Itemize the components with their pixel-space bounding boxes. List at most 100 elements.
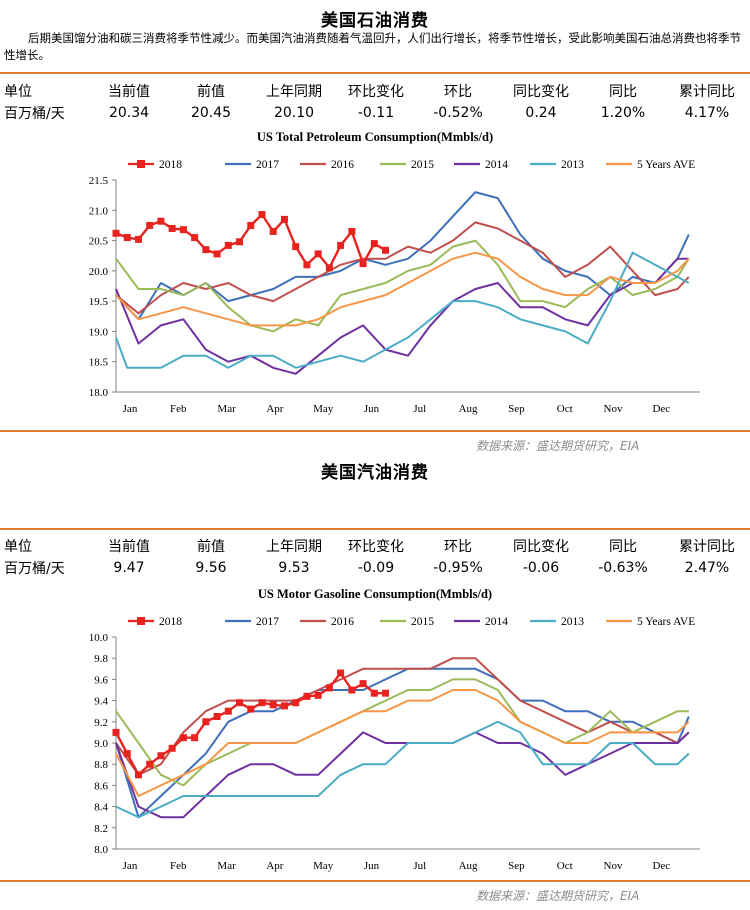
data-point bbox=[146, 221, 154, 229]
y-tick-label: 8.6 bbox=[94, 780, 108, 792]
divider bbox=[0, 72, 750, 74]
legend-marker bbox=[137, 617, 145, 625]
data-source: 数据来源：盛达期货研究，EIA bbox=[476, 889, 640, 903]
data-point bbox=[123, 234, 131, 242]
data-point bbox=[247, 705, 255, 713]
y-tick-label: 18.0 bbox=[89, 387, 109, 399]
series-line bbox=[115, 678, 689, 787]
series-line bbox=[115, 731, 690, 819]
legend-item: 2016 bbox=[300, 616, 354, 628]
y-tick-label: 19.0 bbox=[89, 326, 109, 338]
legend-item: 2015 bbox=[380, 159, 434, 171]
data-point bbox=[157, 217, 165, 225]
data-point bbox=[202, 246, 210, 254]
data-point bbox=[213, 713, 221, 720]
y-tick-label: 9.4 bbox=[94, 696, 108, 708]
x-tick-label: Nov bbox=[604, 403, 623, 415]
legend-label: 2017 bbox=[256, 616, 279, 628]
x-tick-label: Apr bbox=[266, 403, 283, 415]
section-title: 美国汽油消费 bbox=[321, 463, 429, 483]
header-cell: 上年同期 bbox=[266, 539, 322, 555]
data-point bbox=[280, 215, 288, 223]
y-tick-label: 21.0 bbox=[89, 205, 109, 217]
y-tick-label: 10.0 bbox=[89, 632, 109, 644]
x-tick-label: Apr bbox=[266, 860, 283, 872]
data-point bbox=[191, 734, 199, 742]
data-point bbox=[123, 750, 131, 758]
stats-header-row: 单位 当前值 前值 上年同期 环比变化 环比 同比变化 同比 累计同比 bbox=[0, 535, 750, 557]
data-point bbox=[337, 669, 345, 677]
legend-item: 2013 bbox=[530, 159, 584, 171]
x-tick-label: May bbox=[313, 860, 334, 872]
y-tick-label: 9.0 bbox=[94, 738, 108, 750]
header-cell: 当前值 bbox=[108, 84, 150, 100]
header-cell: 环比 bbox=[444, 539, 472, 555]
data-point bbox=[280, 702, 288, 710]
stats-header-row: 单位 当前值 前值 上年同期 环比变化 环比 同比变化 同比 累计同比 bbox=[0, 80, 750, 102]
header-cell: 当前值 bbox=[108, 539, 150, 555]
value-cell: 2.47% bbox=[684, 560, 730, 576]
series-line bbox=[115, 221, 690, 315]
data-point bbox=[292, 243, 300, 251]
x-tick-label: Aug bbox=[459, 403, 478, 415]
header-cell: 前值 bbox=[197, 84, 225, 100]
y-tick-label: 8.2 bbox=[94, 823, 108, 835]
y-tick-label: 18.5 bbox=[89, 357, 109, 369]
legend-label: 2018 bbox=[159, 616, 182, 628]
series-line bbox=[115, 257, 689, 375]
header-cell: 同比 bbox=[609, 84, 637, 100]
y-tick-label: 9.8 bbox=[94, 653, 108, 665]
value-cell: 20.45 bbox=[190, 105, 232, 121]
petroleum-chart: US Total Petroleum Consumption(Mmbls/d) 2… bbox=[89, 130, 700, 415]
series-line bbox=[115, 251, 690, 369]
legend-item: 2017 bbox=[225, 159, 279, 171]
value-cell: 9.47 bbox=[113, 560, 145, 576]
series-line bbox=[115, 251, 690, 327]
x-tick-label: Dec bbox=[652, 860, 670, 872]
data-point bbox=[191, 234, 199, 242]
x-tick-label: Jun bbox=[364, 860, 380, 872]
y-tick-label: 20.0 bbox=[89, 266, 109, 278]
y-tick-label: 21.5 bbox=[89, 175, 109, 187]
header-cell: 同比 bbox=[609, 539, 637, 555]
header-cell: 环比变化 bbox=[348, 539, 404, 555]
y-tick-label: 19.5 bbox=[89, 296, 109, 308]
data-point bbox=[134, 235, 142, 243]
data-point bbox=[314, 691, 322, 699]
divider bbox=[0, 880, 750, 882]
legend-item: 2016 bbox=[300, 159, 354, 171]
x-tick-label: Sep bbox=[508, 860, 525, 872]
legend-marker bbox=[137, 160, 145, 168]
data-point bbox=[247, 221, 255, 229]
data-point bbox=[382, 689, 390, 697]
data-point bbox=[337, 241, 345, 249]
x-tick-label: Jul bbox=[413, 860, 426, 872]
header-cell: 同比变化 bbox=[513, 539, 569, 555]
header-cell: 上年同期 bbox=[266, 84, 322, 100]
value-cell: 9.56 bbox=[195, 560, 227, 576]
data-point bbox=[236, 238, 244, 246]
stats-table: 单位 当前值 前值 上年同期 环比变化 环比 同比变化 同比 累计同比 百万桶/… bbox=[0, 80, 750, 124]
x-tick-label: Jun bbox=[364, 403, 380, 415]
x-tick-label: Feb bbox=[170, 860, 187, 872]
data-point bbox=[112, 728, 120, 736]
data-point bbox=[157, 752, 165, 760]
x-tick-label: Jul bbox=[413, 403, 426, 415]
legend-label: 2018 bbox=[159, 159, 182, 171]
header-cell: 同比变化 bbox=[513, 84, 569, 100]
header-cell: 累计同比 bbox=[679, 539, 735, 555]
value-cell: -0.11 bbox=[357, 105, 395, 121]
data-point bbox=[325, 684, 333, 692]
header-cell: 前值 bbox=[197, 539, 225, 555]
stats-table: 单位 当前值 前值 上年同期 环比变化 环比 同比变化 同比 累计同比 百万桶/… bbox=[0, 535, 750, 579]
legend-item: 2014 bbox=[454, 159, 508, 171]
data-point bbox=[359, 260, 367, 268]
data-point bbox=[134, 771, 142, 779]
data-point bbox=[168, 744, 176, 752]
header-cell: 环比变化 bbox=[348, 84, 404, 100]
data-point bbox=[258, 699, 266, 707]
data-point bbox=[303, 261, 311, 269]
legend-item: 2015 bbox=[380, 616, 434, 628]
stats-value-row: 百万桶/天 9.47 9.56 9.53 -0.09 -0.95% -0.06 … bbox=[0, 557, 750, 579]
series-line bbox=[115, 689, 690, 797]
